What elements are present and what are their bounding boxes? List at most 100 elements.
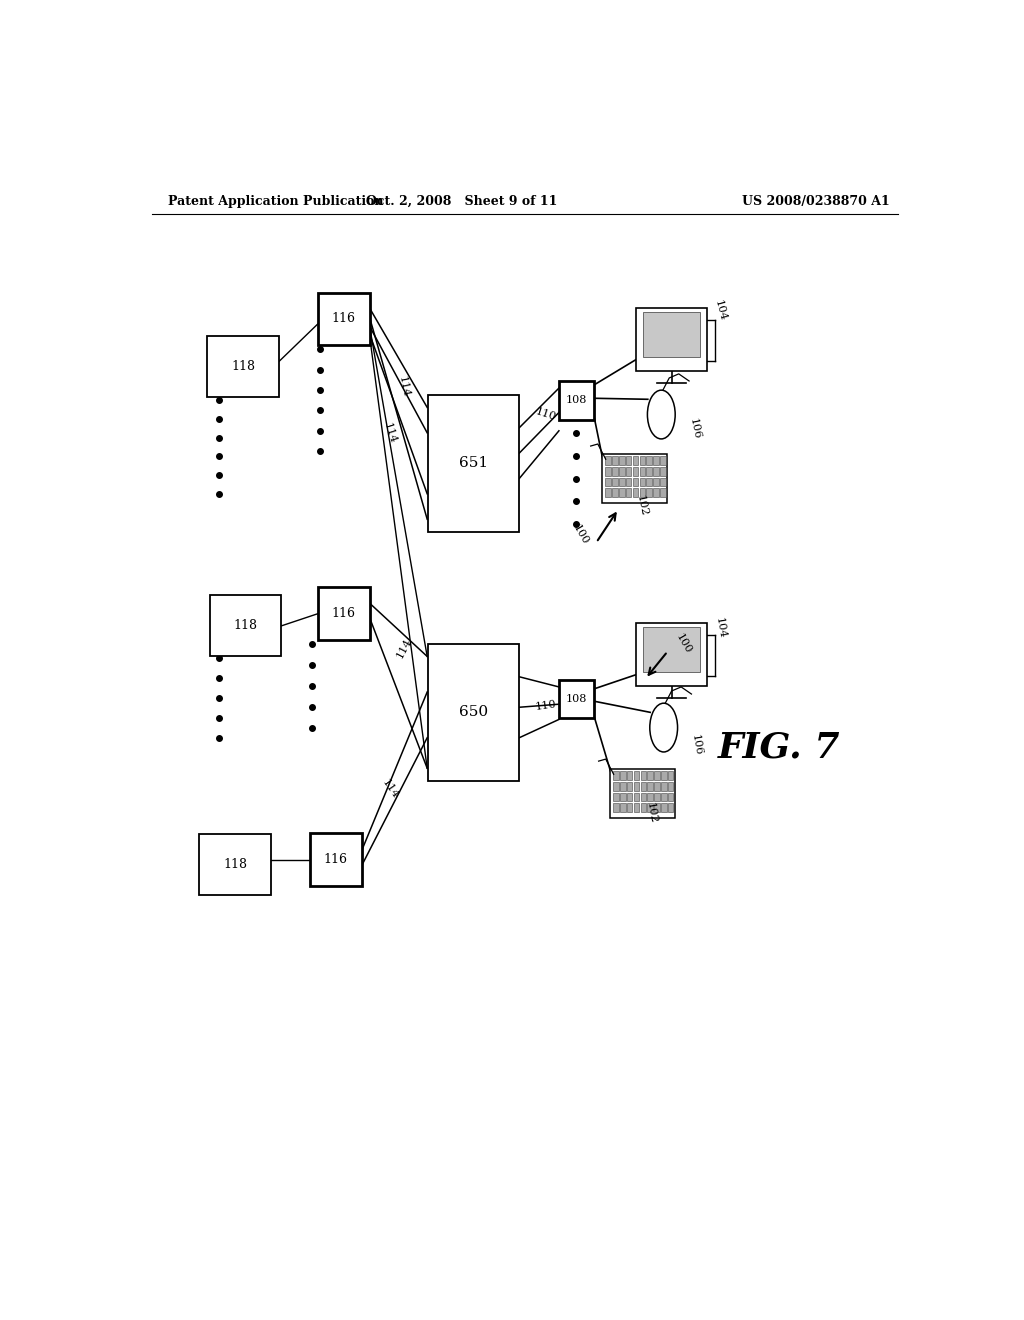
FancyBboxPatch shape <box>641 771 646 780</box>
FancyBboxPatch shape <box>647 781 653 791</box>
Ellipse shape <box>647 391 675 440</box>
FancyBboxPatch shape <box>609 770 675 818</box>
Text: 114: 114 <box>380 777 400 800</box>
FancyBboxPatch shape <box>634 804 639 812</box>
Text: 110: 110 <box>535 698 557 711</box>
Text: 104: 104 <box>714 616 727 639</box>
FancyBboxPatch shape <box>310 833 361 886</box>
FancyBboxPatch shape <box>662 781 667 791</box>
Text: 108: 108 <box>565 694 587 704</box>
FancyBboxPatch shape <box>200 834 270 895</box>
Text: 110: 110 <box>535 407 558 422</box>
Text: 106: 106 <box>687 417 701 441</box>
Text: 108: 108 <box>565 395 587 405</box>
Text: 116: 116 <box>332 313 356 326</box>
FancyBboxPatch shape <box>612 467 617 475</box>
FancyBboxPatch shape <box>641 781 646 791</box>
FancyBboxPatch shape <box>636 623 708 686</box>
FancyBboxPatch shape <box>646 467 652 475</box>
FancyBboxPatch shape <box>428 395 519 532</box>
FancyBboxPatch shape <box>641 793 646 801</box>
FancyBboxPatch shape <box>633 467 638 475</box>
FancyBboxPatch shape <box>633 457 638 465</box>
FancyBboxPatch shape <box>621 781 626 791</box>
FancyBboxPatch shape <box>605 457 611 465</box>
FancyBboxPatch shape <box>627 781 633 791</box>
FancyBboxPatch shape <box>662 771 667 780</box>
FancyBboxPatch shape <box>207 337 279 397</box>
FancyBboxPatch shape <box>654 804 659 812</box>
FancyBboxPatch shape <box>660 457 666 465</box>
Text: 118: 118 <box>231 360 255 374</box>
FancyBboxPatch shape <box>647 771 653 780</box>
Text: 100: 100 <box>674 632 693 656</box>
FancyBboxPatch shape <box>605 467 611 475</box>
FancyBboxPatch shape <box>662 804 667 812</box>
FancyBboxPatch shape <box>660 467 666 475</box>
FancyBboxPatch shape <box>640 467 645 475</box>
Text: FIG. 7: FIG. 7 <box>718 731 840 764</box>
FancyBboxPatch shape <box>621 771 626 780</box>
FancyBboxPatch shape <box>646 478 652 486</box>
FancyBboxPatch shape <box>626 488 632 498</box>
FancyBboxPatch shape <box>613 793 618 801</box>
FancyBboxPatch shape <box>318 293 370 346</box>
FancyBboxPatch shape <box>626 457 632 465</box>
FancyBboxPatch shape <box>646 488 652 498</box>
Text: 114: 114 <box>397 376 412 399</box>
FancyBboxPatch shape <box>605 488 611 498</box>
FancyBboxPatch shape <box>605 478 611 486</box>
FancyBboxPatch shape <box>634 781 639 791</box>
FancyBboxPatch shape <box>640 457 645 465</box>
FancyBboxPatch shape <box>647 804 653 812</box>
FancyBboxPatch shape <box>633 478 638 486</box>
FancyBboxPatch shape <box>647 793 653 801</box>
Text: 116: 116 <box>324 853 348 866</box>
FancyBboxPatch shape <box>613 781 618 791</box>
Text: Oct. 2, 2008   Sheet 9 of 11: Oct. 2, 2008 Sheet 9 of 11 <box>366 194 557 207</box>
FancyBboxPatch shape <box>654 793 659 801</box>
FancyBboxPatch shape <box>620 467 625 475</box>
Text: Patent Application Publication: Patent Application Publication <box>168 194 383 207</box>
FancyBboxPatch shape <box>668 771 674 780</box>
FancyBboxPatch shape <box>621 804 626 812</box>
FancyBboxPatch shape <box>612 488 617 498</box>
Text: 118: 118 <box>233 619 257 632</box>
FancyBboxPatch shape <box>620 478 625 486</box>
FancyBboxPatch shape <box>612 457 617 465</box>
FancyBboxPatch shape <box>620 457 625 465</box>
FancyBboxPatch shape <box>660 488 666 498</box>
Ellipse shape <box>650 704 678 752</box>
Text: 106: 106 <box>689 734 703 756</box>
FancyBboxPatch shape <box>640 478 645 486</box>
FancyBboxPatch shape <box>613 771 618 780</box>
Text: 114: 114 <box>394 636 414 660</box>
Text: 114: 114 <box>382 421 398 445</box>
Text: 102: 102 <box>635 495 649 517</box>
FancyBboxPatch shape <box>210 595 282 656</box>
FancyBboxPatch shape <box>653 488 658 498</box>
Text: 651: 651 <box>459 457 487 470</box>
Text: 100: 100 <box>570 523 590 546</box>
FancyBboxPatch shape <box>626 467 632 475</box>
FancyBboxPatch shape <box>643 312 700 356</box>
FancyBboxPatch shape <box>602 454 667 503</box>
FancyBboxPatch shape <box>428 644 519 781</box>
Text: US 2008/0238870 A1: US 2008/0238870 A1 <box>742 194 890 207</box>
FancyBboxPatch shape <box>668 793 674 801</box>
FancyBboxPatch shape <box>646 457 652 465</box>
FancyBboxPatch shape <box>559 381 594 420</box>
FancyBboxPatch shape <box>633 488 638 498</box>
FancyBboxPatch shape <box>634 793 639 801</box>
FancyBboxPatch shape <box>626 478 632 486</box>
FancyBboxPatch shape <box>620 488 625 498</box>
FancyBboxPatch shape <box>653 467 658 475</box>
FancyBboxPatch shape <box>634 771 639 780</box>
FancyBboxPatch shape <box>627 804 633 812</box>
FancyBboxPatch shape <box>621 793 626 801</box>
FancyBboxPatch shape <box>641 804 646 812</box>
Text: 118: 118 <box>223 858 247 871</box>
FancyBboxPatch shape <box>660 478 666 486</box>
FancyBboxPatch shape <box>654 781 659 791</box>
FancyBboxPatch shape <box>668 804 674 812</box>
